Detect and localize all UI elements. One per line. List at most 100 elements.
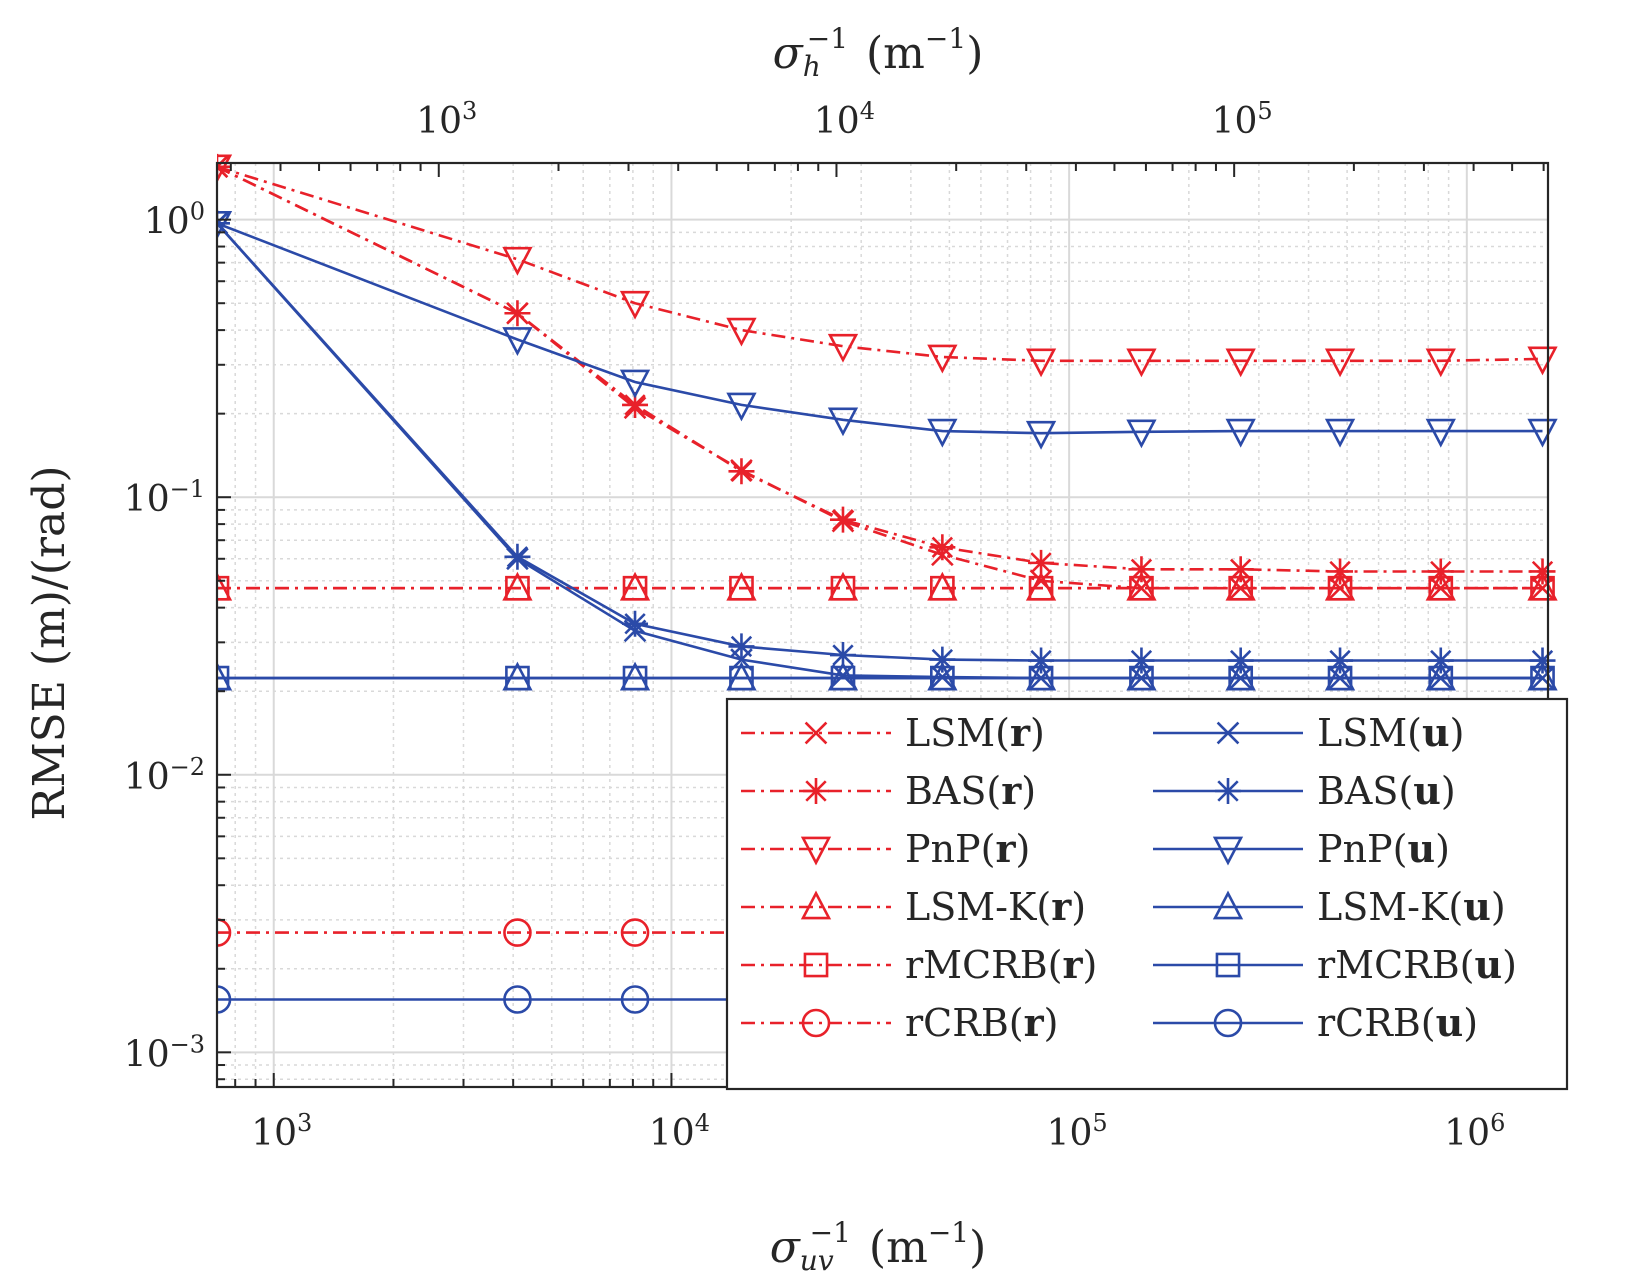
point-rmcrb-u-5 (930, 665, 955, 691)
legend-label-close: ) (1015, 827, 1030, 871)
legend-entry-bas-u: BAS(u) (1153, 768, 1456, 813)
series-bas-r (217, 153, 1556, 585)
legend-label-close: ) (1044, 1001, 1059, 1045)
point-pnp-r-10 (1425, 348, 1456, 378)
legend-marker-sample (800, 890, 832, 920)
point-pnp-r-6 (1025, 348, 1057, 378)
point-pnp-u-6 (1025, 420, 1057, 450)
point-rmcrb-u-6 (1028, 665, 1054, 691)
tick-exponent: 5 (1092, 1109, 1107, 1137)
legend-entry-lsm-u: LSM(u) (1153, 710, 1464, 755)
line-bas-r (217, 165, 1543, 573)
top-tick-label-5: 105 (1212, 97, 1273, 142)
point-pnp-r-8 (1225, 348, 1256, 378)
point-rmcrb-r-3 (729, 575, 754, 601)
point-pnp-r-4 (827, 333, 859, 363)
line-bas-u (217, 222, 1543, 662)
point-pnp-u-2 (619, 369, 651, 399)
legend-entry-rmcrb-u: rMCRB(u) (1153, 942, 1517, 987)
tick-base: 10 (1212, 101, 1258, 142)
point-rcrb-r-1 (503, 918, 532, 947)
legend-label-name: BAS( (905, 769, 1001, 813)
legend-marker-sample (1212, 836, 1244, 866)
point-lsm-r-7 (1130, 576, 1153, 600)
point-bas-u-2 (622, 610, 649, 637)
legend-label-close: ) (1463, 1001, 1478, 1045)
plot-area (217, 153, 1558, 1014)
line-lsm-r (217, 165, 1543, 590)
tick-exponent: 3 (462, 97, 477, 125)
legend-label-arg: u (1475, 942, 1503, 987)
point-lsm-r-11 (1531, 576, 1554, 600)
legend-marker-sample (804, 721, 828, 745)
point-rmcrb-r-0 (217, 575, 230, 601)
point-pnp-r-5 (927, 344, 958, 374)
point-rcrb-u-0 (217, 985, 232, 1014)
point-rmcrb-u-7 (1129, 665, 1154, 691)
legend-entry-rcrb-u: rCRB(u) (1153, 1000, 1478, 1045)
point-bas-r-5 (929, 534, 956, 561)
legend-marker-sample (1212, 890, 1244, 920)
tick-base: 10 (416, 101, 462, 142)
point-bas-r-1 (504, 300, 531, 327)
point-rcrb-r-0 (217, 918, 232, 947)
legend-label-close: ) (1030, 711, 1045, 755)
legend-label: BAS(u) (1317, 768, 1456, 813)
legend-label-arg: u (1407, 826, 1435, 871)
legend-label: rCRB(u) (1317, 1000, 1478, 1045)
point-rmcrb-u-10 (1428, 665, 1454, 691)
legend-label-arg: r (1051, 884, 1072, 929)
point-bas-u-10 (1427, 647, 1454, 674)
point-bas-u-4 (829, 642, 856, 669)
point-bas-r-8 (1227, 556, 1254, 583)
legend-label-arg: r (1001, 768, 1022, 813)
legend-label-close: ) (1083, 943, 1098, 987)
point-bas-u-5 (929, 646, 956, 673)
legend-label-close: ) (1021, 769, 1036, 813)
y-tick-label-−2: 10−2 (124, 752, 205, 797)
legend-label: PnP(u) (1317, 826, 1450, 871)
point-rmcrb-r-1 (505, 575, 530, 601)
series-pnp-u (217, 210, 1558, 450)
point-rcrb-r-2 (620, 918, 650, 947)
point-bas-r-10 (1427, 558, 1454, 585)
tick-exponent: 5 (1257, 97, 1272, 125)
tick-exponent: 4 (695, 1109, 710, 1137)
point-lsm-k-u-0 (217, 661, 233, 691)
legend-label-close: ) (1435, 827, 1450, 871)
legend-label-arg: u (1422, 710, 1450, 755)
y-tick-label-−1: 10−1 (124, 475, 205, 520)
legend-marker-sample (1216, 721, 1240, 745)
point-rmcrb-u-11 (1530, 665, 1555, 691)
tick-base: 10 (124, 1034, 170, 1075)
point-lsm-u-11 (1531, 666, 1554, 690)
legend-label-arg: r (1063, 942, 1084, 987)
series-bas-u (217, 210, 1556, 674)
point-bas-u-9 (1327, 647, 1354, 674)
legend-entry-pnp-u: PnP(u) (1153, 826, 1450, 871)
point-bas-u-1 (504, 543, 531, 570)
legend-label: rMCRB(u) (1317, 942, 1517, 987)
line-pnp-u (217, 222, 1543, 435)
legend-label-name: LSM( (905, 711, 1010, 755)
point-bas-u-7 (1128, 647, 1155, 674)
point-pnp-u-3 (726, 392, 757, 422)
legend-label-name: rMCRB( (1317, 943, 1475, 987)
legend-label: BAS(r) (905, 768, 1036, 813)
legend-label-name: rCRB( (905, 1001, 1024, 1045)
point-pnp-u-9 (1324, 418, 1356, 448)
legend-marker-sample (1213, 1008, 1243, 1038)
point-pnp-u-1 (502, 327, 533, 356)
point-pnp-u-11 (1527, 418, 1558, 448)
point-bas-u-11 (1529, 647, 1556, 674)
legend-entry-lsm-r: LSM(r) (741, 710, 1045, 755)
legend-label-name: BAS( (1317, 769, 1413, 813)
legend-entry-rmcrb-r: rMCRB(r) (741, 942, 1097, 987)
legend-entry-pnp-r: PnP(r) (741, 826, 1030, 871)
legend-label: LSM-K(r) (905, 884, 1086, 929)
point-rmcrb-r-8 (1228, 575, 1254, 601)
legend-marker-sample (800, 836, 832, 866)
legend-label-arg: r (995, 826, 1016, 871)
point-pnp-u-4 (827, 407, 859, 437)
tick-exponent: −1 (170, 475, 205, 503)
